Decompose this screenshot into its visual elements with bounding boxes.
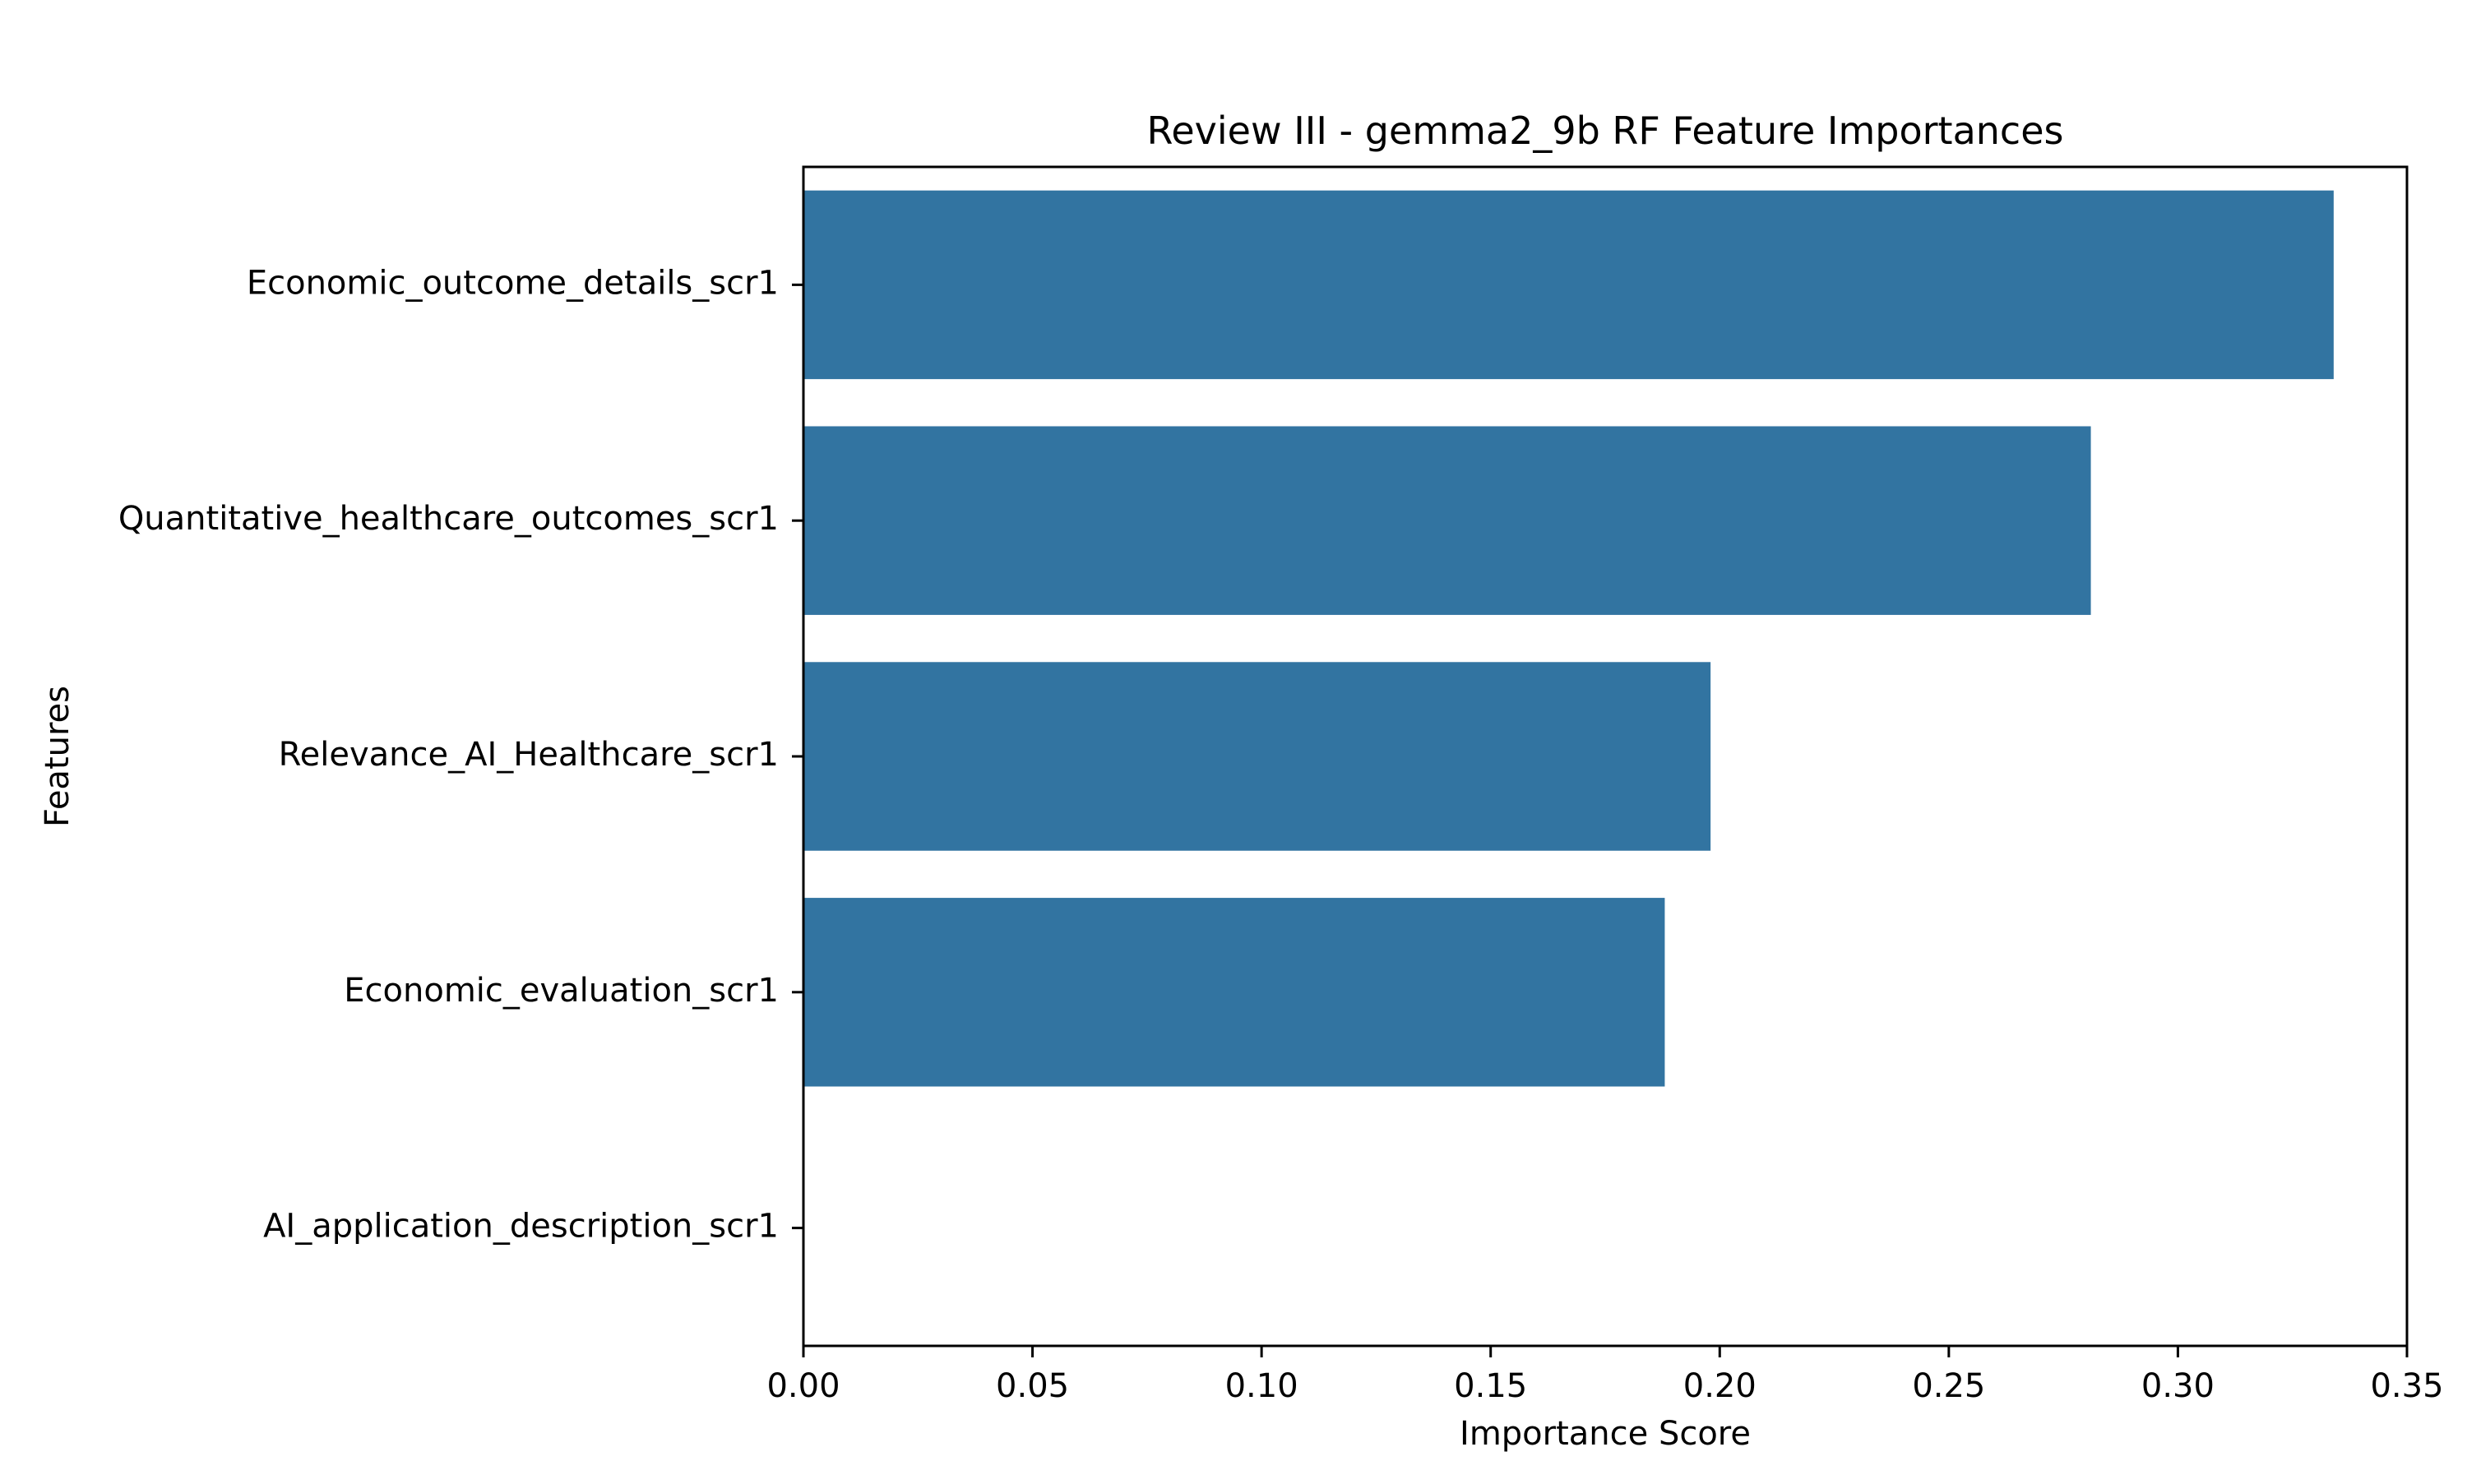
y-axis-ticks: Economic_outcome_details_scr1 Quantitativ… <box>118 264 803 1246</box>
x-tick-label: 0.10 <box>1225 1367 1298 1405</box>
x-tick-label: 0.30 <box>2141 1367 2215 1405</box>
bar-2 <box>803 426 2091 615</box>
y-tick-label: Quantitative_healthcare_outcomes_scr1 <box>118 500 779 538</box>
y-tick-label: Economic_outcome_details_scr1 <box>247 264 779 302</box>
y-axis-title: Features <box>39 686 76 827</box>
x-tick-label: 0.20 <box>1683 1367 1757 1405</box>
y-tick-label: AI_application_description_scr1 <box>263 1208 779 1246</box>
plot-frame <box>802 165 2409 1348</box>
bar-1 <box>803 190 2334 380</box>
x-tick-label: 0.35 <box>2370 1367 2443 1405</box>
x-tick-label: 0.15 <box>1454 1367 1527 1405</box>
x-tick-label: 0.05 <box>996 1367 1069 1405</box>
x-tick-label: 0.25 <box>1912 1367 1985 1405</box>
x-axis-title: Importance Score <box>1460 1415 1751 1453</box>
y-tick-label: Relevance_AI_Healthcare_scr1 <box>279 736 779 774</box>
bar-4 <box>803 898 1665 1087</box>
chart-title: Review III - gemma2_9b RF Feature Import… <box>1146 109 2063 153</box>
y-tick-label: Economic_evaluation_scr1 <box>344 972 779 1010</box>
bar-3 <box>803 662 1711 851</box>
x-axis-ticks: 0.00 0.05 0.10 0.15 0.20 0.25 0.30 0.35 <box>766 1346 2444 1405</box>
x-tick-label: 0.00 <box>766 1367 840 1405</box>
bars-layer <box>803 190 2334 1087</box>
